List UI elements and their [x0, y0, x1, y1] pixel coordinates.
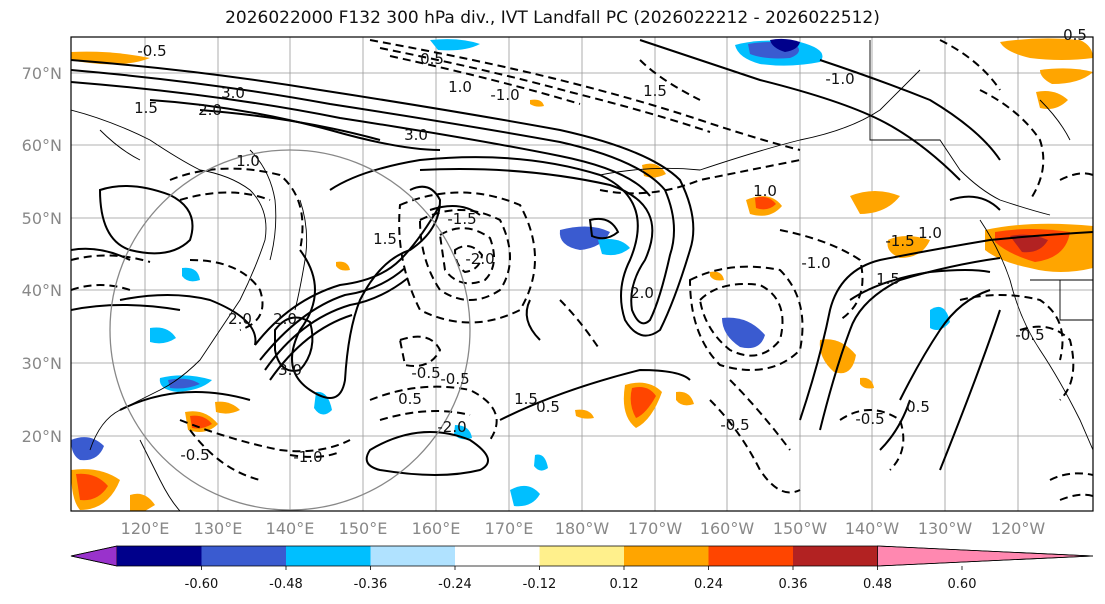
contour-label: 3.0	[278, 361, 302, 379]
contour-label: -1.0	[490, 86, 519, 104]
colorbar-tick-label: -0.12	[523, 577, 557, 592]
contour-label: 3.0	[404, 126, 428, 144]
colorbar-tick-label: 0.24	[694, 577, 723, 592]
lon-label: 180°W	[555, 519, 610, 538]
colorbar-tick-label: -0.24	[438, 577, 472, 592]
contour-label: -2.0	[437, 418, 466, 436]
contour-labels: -0.5 0.51.5 2.03.0 1.0 -1.0 1.53.0-1.5-2.0-0.…	[134, 26, 1087, 466]
lon-label: 170°W	[628, 519, 683, 538]
contour-label: -1.0	[293, 448, 322, 466]
contour-label: -1.5	[447, 210, 476, 228]
colorbar-tick-label: 0.36	[779, 577, 808, 592]
solid-contours	[71, 39, 1093, 476]
colorbar-segment	[455, 546, 540, 566]
lon-label: 150°E	[339, 519, 388, 538]
contour-label: 3.0	[221, 84, 245, 102]
contour-label: -1.0	[801, 254, 830, 272]
contour-label: 1.0	[236, 152, 260, 170]
contour-label: 0.5	[906, 398, 930, 416]
colorbar-segment	[624, 546, 709, 566]
contour-label: 2.0	[630, 284, 654, 302]
colorbar-extend-low	[70, 545, 118, 567]
contour-label: 1.0	[448, 78, 472, 96]
colorbar-tick-label: 0.12	[610, 577, 639, 592]
lon-label: 150°W	[773, 519, 828, 538]
contour-label: -0.5	[440, 370, 469, 388]
colorbar-segment	[370, 546, 455, 566]
colorbar-segment	[539, 546, 624, 566]
contour-label: -0.5	[137, 42, 166, 60]
lon-label: 160°W	[700, 519, 755, 538]
lat-label: 60°N	[22, 136, 62, 155]
contour-label: -0.5	[720, 416, 749, 434]
contour-label: 1.5	[876, 270, 900, 288]
contour-label: -0.5	[411, 364, 440, 382]
contour-label: 0.5	[1063, 26, 1087, 44]
latitude-labels: 70°N 60°N 50°N 40°N 30°N 20°N	[22, 64, 62, 446]
contour-label: -0.5	[180, 446, 209, 464]
colorbar-tick-labels: -0.60 -0.48 -0.36 -0.24 -0.12 0.12 0.24 0.36 0.4…	[185, 566, 977, 592]
contour-label: 1.0	[918, 224, 942, 242]
contour-label: 1.5	[134, 99, 158, 117]
contour-label: -2.0	[465, 250, 494, 268]
lat-label: 40°N	[22, 281, 62, 300]
lat-label: 20°N	[22, 427, 62, 446]
lat-label: 70°N	[22, 64, 62, 83]
lon-label: 160°E	[412, 519, 461, 538]
contour-label: 1.5	[373, 230, 397, 248]
contour-label: -1.5	[885, 232, 914, 250]
contour-label: -0.5	[855, 410, 884, 428]
contour-label: 1.0	[753, 182, 777, 200]
contour-label: 0.5	[420, 50, 444, 68]
contour-label: 0.5	[398, 390, 422, 408]
colorbar-segment	[793, 546, 878, 566]
contour-label: 2.0	[198, 101, 222, 119]
projection-circle	[109, 149, 471, 511]
colorbar-outline	[70, 545, 1094, 567]
colorbar-segment	[117, 546, 202, 566]
contour-label: 1.5	[514, 390, 538, 408]
colorbar-tick-label: -0.48	[269, 577, 303, 592]
dashed-contours	[71, 39, 1093, 501]
lon-label: 170°E	[485, 519, 534, 538]
contour-label: 2.0	[228, 310, 252, 328]
colorbar	[70, 545, 1094, 567]
contour-label: 1.5	[643, 82, 667, 100]
lon-label: 120°W	[991, 519, 1046, 538]
figure-title: 2026022000 F132 300 hPa div., IVT Landfa…	[225, 8, 880, 28]
lon-label: 140°W	[845, 519, 900, 538]
lon-label: 120°E	[121, 519, 170, 538]
colorbar-tick-label: -0.36	[354, 577, 388, 592]
longitude-labels: 120°E 130°E 140°E 150°E 160°E 170°E 180°W 170°W…	[121, 519, 1046, 538]
lat-label: 50°N	[22, 209, 62, 228]
contour-label: 2.0	[273, 310, 297, 328]
lon-label: 130°W	[918, 519, 973, 538]
colorbar-segment	[286, 546, 371, 566]
contour-label: 0.5	[536, 398, 560, 416]
colorbar-tick-label: -0.60	[185, 577, 219, 592]
contour-label: -0.5	[1015, 326, 1044, 344]
divergence-shading	[71, 38, 1093, 511]
colorbar-tick-label: 0.48	[863, 577, 892, 592]
colorbar-segment	[201, 546, 286, 566]
lon-label: 130°E	[194, 519, 243, 538]
colorbar-segment	[708, 546, 793, 566]
map-border	[70, 36, 1094, 512]
lon-label: 140°E	[266, 519, 315, 538]
coastlines	[71, 40, 1093, 511]
colorbar-extend-high	[877, 545, 1094, 567]
colorbar-tick-label: 0.60	[948, 577, 977, 592]
lat-label: 30°N	[22, 354, 62, 373]
contour-label: -1.0	[825, 70, 854, 88]
